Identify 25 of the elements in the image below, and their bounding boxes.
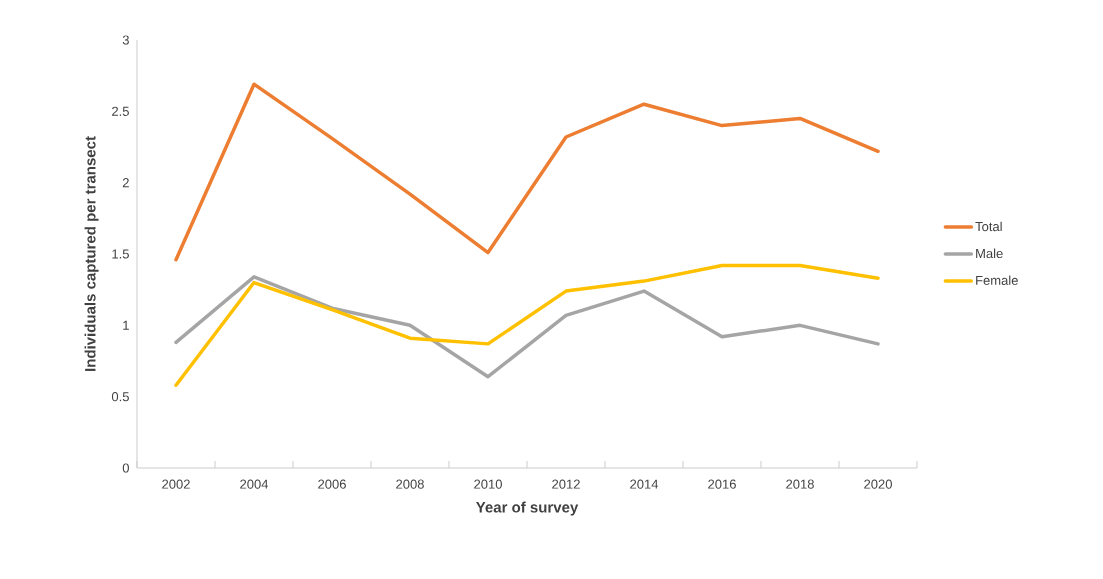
- line-series: [174, 275, 880, 379]
- x-tick-label: 2012: [552, 479, 580, 489]
- x-tick-label: 2006: [318, 479, 346, 489]
- y-tick-label: 1: [123, 320, 129, 330]
- legend-label: Male: [976, 248, 1003, 259]
- y-tick-label: 1.5: [112, 249, 129, 259]
- y-axis-title: Individuals captured per transect: [84, 136, 99, 371]
- y-tick-label: 0: [122, 463, 129, 473]
- x-tick-label: 2008: [396, 479, 424, 489]
- legend-label: Total: [975, 221, 1002, 232]
- y-tick-label: 3: [122, 35, 129, 45]
- x-tick-label: 2014: [630, 479, 659, 489]
- line-series: [174, 263, 880, 387]
- x-tick-label: 2016: [708, 479, 736, 489]
- y-tick-label: 0.5: [111, 392, 129, 402]
- x-tick-label: 2018: [786, 479, 814, 489]
- x-tick-label: 2004: [240, 479, 269, 489]
- x-tick-label: 2002: [162, 479, 190, 489]
- y-tick-label: 2.5: [112, 106, 129, 116]
- legend-label: Female: [976, 275, 1018, 285]
- line-series: [174, 82, 880, 262]
- y-tick-label: 2: [122, 178, 129, 188]
- x-tick-label: 2010: [474, 479, 502, 489]
- x-axis-title: Year of survey: [475, 501, 579, 516]
- x-tick-label: 2020: [864, 479, 892, 489]
